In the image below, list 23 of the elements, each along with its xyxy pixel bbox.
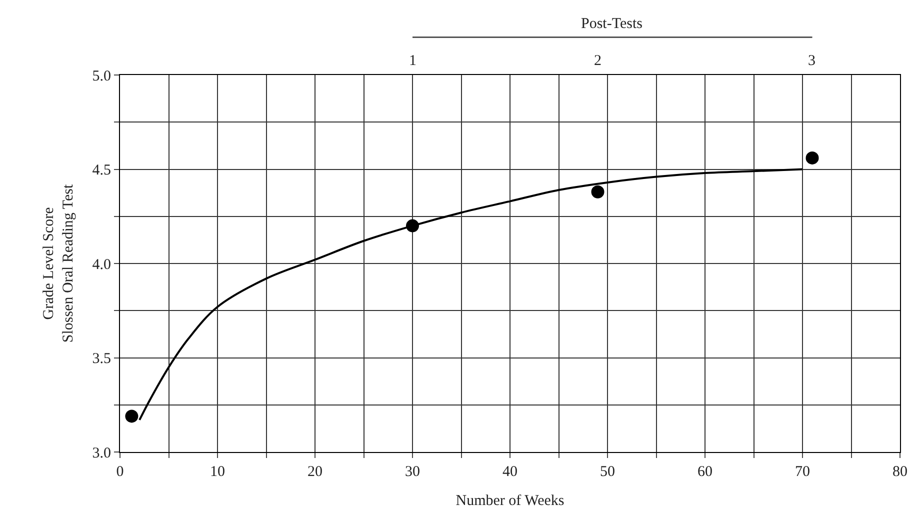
- x-tick-label: 20: [308, 464, 322, 480]
- x-tick-label: 80: [892, 464, 908, 480]
- x-tick-label: 0: [116, 464, 124, 480]
- point: [591, 185, 604, 198]
- x-tick-label: 30: [405, 464, 420, 480]
- text: 2: [594, 53, 602, 69]
- y-tick-label: 5.0: [92, 68, 111, 84]
- x-tick-label: 60: [698, 464, 712, 480]
- y-tick-label: 4.0: [92, 256, 111, 273]
- y-axis-title: Grade Level Score Slossen Oral Reading Test: [41, 184, 76, 343]
- y-tick-label: 3.5: [92, 351, 111, 367]
- x-axis-title: Number of Weeks: [456, 493, 564, 509]
- text: 3: [808, 53, 816, 69]
- text: Post-Tests: [581, 16, 643, 32]
- y-tick-label: 3.0: [92, 445, 111, 462]
- x-tick-label: 50: [600, 464, 615, 480]
- y-tick-label: 4.5: [92, 162, 111, 178]
- x-tick-label: 10: [210, 464, 225, 480]
- point: [125, 410, 138, 423]
- x-tick-label: 70: [795, 464, 810, 480]
- point: [806, 151, 819, 164]
- text: 1: [409, 53, 416, 69]
- x-tick-label: 40: [502, 464, 518, 480]
